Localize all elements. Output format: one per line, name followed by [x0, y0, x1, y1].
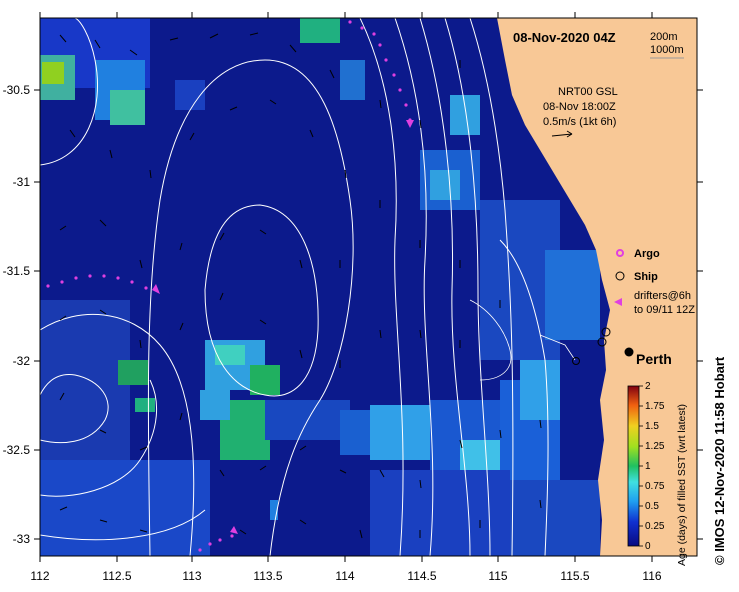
y-axis [34, 89, 703, 540]
y-tick-label: -32.5 [3, 443, 31, 457]
date-title: 08-Nov-2020 04Z [513, 30, 616, 45]
plot-frame [39, 17, 698, 557]
perth-marker [624, 347, 634, 357]
colorbar-tick-label: 0.25 [645, 521, 665, 532]
y-tick-labels: -30.5 -31 -31.5 -32 -32.5 -33 [3, 83, 31, 546]
legend-drifters-2: to 09/11 12Z [634, 304, 695, 316]
current-vectors [59, 32, 542, 539]
colorbar-tick-label: 0 [645, 541, 651, 552]
ship-markers [572, 327, 611, 365]
legend-argo: Argo [634, 248, 660, 260]
colorbar-tick-label: 2 [645, 381, 651, 392]
colorbar-tick-label: 1.25 [645, 441, 665, 452]
sst-patches [40, 18, 600, 556]
contours [40, 18, 549, 556]
legend-ship: Ship [634, 271, 658, 283]
isobath-label-200: 200m [650, 31, 678, 43]
colorbar-tick-label: 1.75 [645, 401, 665, 412]
city-label-perth: Perth [636, 351, 672, 367]
drifter-tracks [46, 20, 412, 552]
x-axis [39, 12, 653, 562]
colorbar-tick-label: 1 [645, 461, 651, 472]
x-tick-label: 113 [182, 569, 201, 583]
colorbar [627, 385, 640, 547]
x-tick-label: 116 [642, 569, 661, 583]
colorbar-title: Age (days) of filled SST (wrt latest) [676, 403, 688, 566]
map-legend: Argo Ship drifters@6h to 09/11 12Z [614, 248, 695, 316]
x-tick-label: 115.5 [560, 569, 589, 583]
argo-marker-icon [616, 249, 624, 257]
drifter-heads [152, 120, 414, 534]
current-scale-arrow [551, 130, 573, 138]
colorbar-tick-labels: 0 0.25 0.5 0.75 1 1.25 1.5 1.75 2 [645, 381, 665, 552]
current-source: NRT00 GSL [558, 86, 618, 98]
current-scale: 0.5m/s (1kt 6h) [543, 116, 616, 128]
y-tick-label: -30.5 [3, 83, 31, 97]
drifter-marker-icon [614, 298, 622, 306]
x-tick-label: 113.5 [253, 569, 282, 583]
credit-text: © IMOS 12-Nov-2020 11:58 Hobart [712, 356, 727, 565]
isobath-label-1000: 1000m [650, 44, 684, 56]
y-tick-label: -33 [13, 532, 31, 546]
colorbar-ticks [639, 385, 643, 547]
x-tick-label: 115 [488, 569, 507, 583]
x-tick-label: 114.5 [407, 569, 436, 583]
y-tick-label: -31.5 [3, 264, 31, 278]
ship-marker-icon [615, 271, 625, 281]
coastline-detail [469, 299, 576, 381]
current-time: 08-Nov 18:00Z [543, 101, 616, 113]
y-tick-label: -32 [13, 354, 31, 368]
x-tick-label: 112.5 [102, 569, 131, 583]
land-mass [497, 18, 697, 556]
y-tick-label: -31 [13, 175, 31, 189]
colorbar-tick-label: 0.75 [645, 481, 665, 492]
colorbar-tick-label: 1.5 [645, 421, 659, 432]
colorbar-tick-label: 0.5 [645, 501, 659, 512]
x-tick-labels: 112 112.5 113 113.5 114 114.5 115 115.5 … [30, 569, 661, 583]
x-tick-label: 112 [30, 569, 49, 583]
x-tick-label: 114 [335, 569, 354, 583]
legend-drifters-1: drifters@6h [634, 290, 691, 302]
